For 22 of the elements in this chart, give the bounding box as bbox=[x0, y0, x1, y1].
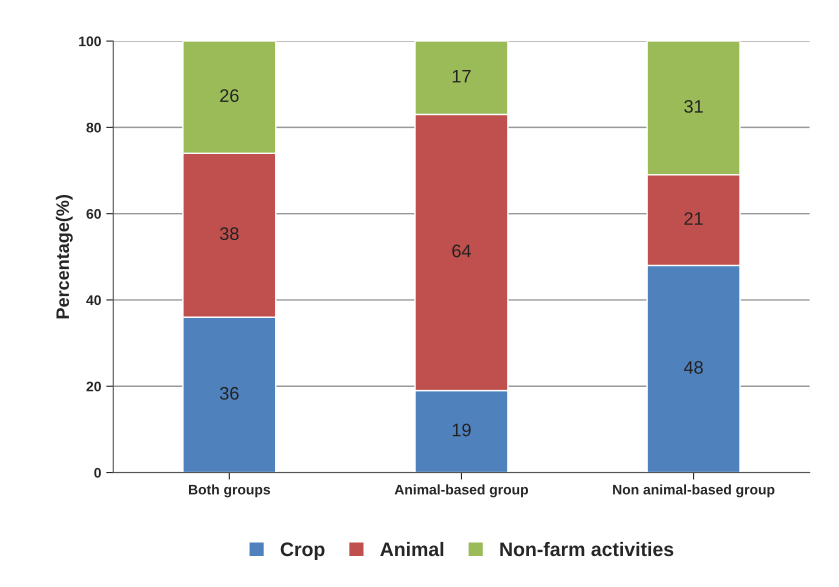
x-tick-label: Non animal-based group bbox=[613, 484, 774, 498]
y-tick-label: 40 bbox=[86, 295, 101, 306]
data-label: 21 bbox=[684, 212, 703, 225]
y-tick-label: 20 bbox=[86, 382, 101, 392]
data-label: 38 bbox=[220, 227, 239, 240]
data-label: 19 bbox=[452, 424, 471, 436]
y-tick-label: 0 bbox=[94, 468, 101, 478]
data-label: 31 bbox=[684, 100, 703, 113]
data-label: 26 bbox=[220, 89, 239, 102]
y-axis-title: Percentage(%) bbox=[56, 194, 73, 318]
y-tick-label: 60 bbox=[86, 209, 101, 219]
data-label: 48 bbox=[684, 361, 703, 374]
legend-label: Animal bbox=[380, 542, 444, 556]
data-label: 64 bbox=[452, 244, 471, 258]
y-tick-label: 100 bbox=[79, 36, 101, 46]
data-label: 36 bbox=[220, 386, 239, 400]
x-tick-label: Animal-based group bbox=[394, 484, 528, 498]
x-tick-label: Both groups bbox=[188, 484, 270, 498]
data-label: 17 bbox=[452, 70, 471, 82]
legend-label: Non-farm activities bbox=[500, 542, 674, 556]
legend-label: Crop bbox=[280, 542, 325, 560]
y-tick-label: 80 bbox=[86, 122, 101, 133]
